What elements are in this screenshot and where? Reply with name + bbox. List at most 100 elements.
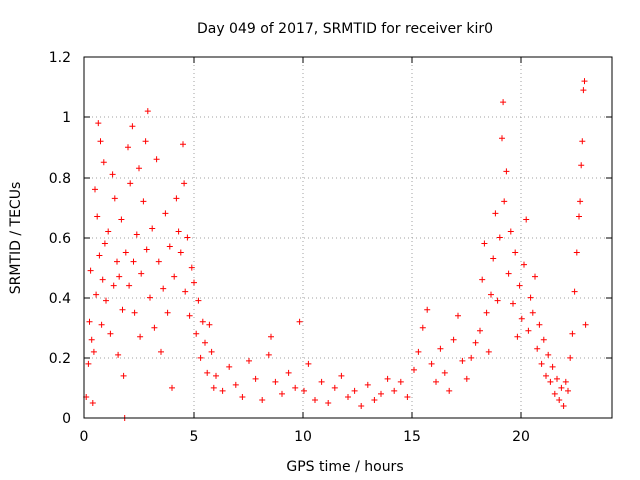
- data-point: [140, 198, 147, 205]
- data-point: [219, 387, 226, 394]
- data-point: [582, 321, 589, 328]
- data-point: [155, 258, 162, 265]
- data-point: [120, 372, 127, 379]
- data-point: [129, 123, 136, 130]
- data-point: [160, 285, 167, 292]
- data-point: [181, 180, 188, 187]
- chart-title: Day 049 of 2017, SRMTID for receiver kir…: [197, 21, 493, 37]
- data-point: [107, 330, 114, 337]
- data-point: [133, 231, 140, 238]
- data-point: [127, 180, 134, 187]
- data-point: [118, 216, 125, 223]
- data-point: [472, 339, 479, 346]
- data-point: [571, 288, 578, 295]
- data-point: [142, 138, 149, 145]
- data-point: [577, 198, 584, 205]
- data-point: [210, 384, 217, 391]
- data-points: [83, 78, 589, 421]
- data-point: [226, 363, 233, 370]
- data-point: [100, 159, 107, 166]
- data-point: [331, 384, 338, 391]
- data-point: [149, 225, 156, 232]
- data-point: [119, 306, 126, 313]
- data-point: [325, 399, 332, 406]
- data-point: [378, 390, 384, 397]
- data-point: [95, 120, 102, 127]
- data-point: [433, 378, 439, 385]
- data-point: [512, 249, 519, 256]
- data-point: [529, 309, 536, 316]
- data-point: [115, 351, 122, 358]
- data-point: [358, 402, 365, 409]
- data-point: [138, 270, 145, 277]
- data-point: [468, 354, 475, 361]
- data-point: [565, 387, 571, 394]
- data-point: [391, 387, 398, 394]
- data-point: [144, 108, 151, 115]
- data-point: [89, 399, 96, 406]
- data-point: [459, 357, 466, 364]
- data-point: [534, 345, 541, 352]
- data-point: [496, 234, 503, 241]
- data-point: [551, 390, 558, 397]
- data-point: [126, 282, 133, 289]
- data-point: [404, 393, 411, 400]
- data-point: [180, 141, 186, 148]
- data-point: [164, 309, 171, 316]
- data-point: [521, 261, 527, 268]
- data-point: [543, 372, 549, 379]
- data-point: [567, 354, 574, 361]
- data-point: [292, 384, 299, 391]
- data-point: [268, 333, 274, 340]
- data-point: [538, 360, 545, 367]
- data-point: [147, 294, 153, 301]
- data-point: [437, 345, 444, 352]
- data-point: [202, 339, 208, 346]
- data-point: [252, 375, 259, 382]
- data-point: [265, 351, 272, 358]
- data-point: [162, 210, 169, 217]
- data-point: [441, 369, 448, 376]
- data-point: [525, 327, 532, 334]
- data-point: [143, 246, 150, 253]
- data-point: [540, 336, 547, 343]
- data-point: [213, 372, 219, 379]
- data-point: [137, 333, 144, 340]
- data-point: [411, 366, 417, 373]
- data-point: [500, 99, 507, 106]
- data-point: [569, 330, 576, 337]
- data-point: [479, 276, 486, 283]
- data-point: [503, 168, 510, 175]
- y-tick-label: 0.2: [49, 351, 71, 367]
- data-point: [338, 372, 345, 379]
- data-point: [556, 396, 563, 403]
- data-point: [85, 360, 92, 367]
- data-point: [136, 165, 142, 172]
- data-point: [90, 348, 97, 355]
- tick-marks: [84, 57, 612, 418]
- data-point: [151, 324, 158, 331]
- data-point: [527, 294, 534, 301]
- data-point: [371, 396, 378, 403]
- data-point: [177, 249, 184, 256]
- data-point: [312, 396, 318, 403]
- data-point: [110, 282, 117, 289]
- data-point: [285, 369, 292, 376]
- data-point: [560, 402, 567, 409]
- data-point: [351, 387, 358, 394]
- data-point: [516, 282, 523, 289]
- y-axis-label: SRMTID / TECUs: [8, 182, 24, 295]
- data-point: [580, 87, 587, 94]
- data-point: [545, 351, 552, 358]
- y-tick-label: 0.8: [49, 171, 71, 187]
- data-point: [199, 318, 206, 325]
- data-point: [397, 378, 404, 385]
- data-point: [272, 378, 279, 385]
- data-point: [239, 393, 246, 400]
- x-tick-label: 5: [190, 429, 199, 445]
- x-tick-label: 20: [512, 429, 530, 445]
- x-tick-label: 0: [80, 429, 89, 445]
- data-point: [93, 291, 100, 298]
- data-point: [477, 327, 483, 334]
- data-point: [301, 387, 307, 394]
